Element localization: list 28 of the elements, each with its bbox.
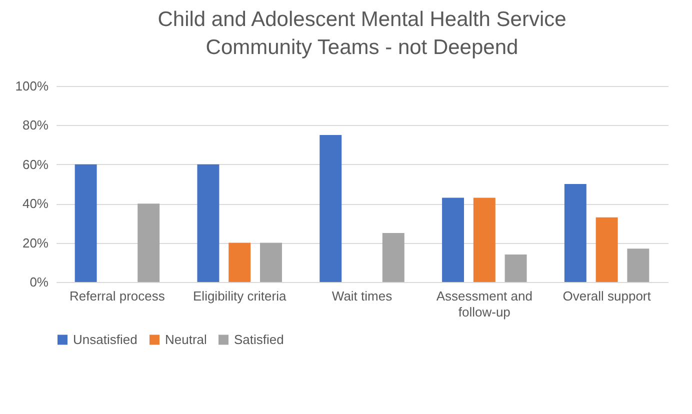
bar: [596, 217, 618, 282]
legend-label: Unsatisfied: [73, 332, 138, 347]
bar: [627, 248, 650, 282]
bar: [197, 164, 220, 282]
y-tick-label: 40%: [22, 196, 49, 212]
y-tick-label: 20%: [22, 235, 49, 250]
y-tick-label: 100%: [15, 78, 49, 94]
bar: [74, 164, 97, 282]
legend-label: Neutral: [165, 332, 208, 347]
x-tick-label: Assessment and follow-up: [436, 288, 532, 320]
bar: [564, 184, 586, 282]
legend-label: Satisfied: [234, 332, 284, 347]
bar: [320, 135, 342, 282]
chart-title: Child and Adolescent Mental Health Service Community Teams - not Deepend: [158, 8, 566, 59]
x-tick-label: Eligibility criteria: [193, 288, 287, 304]
x-tick-label: Referral process: [70, 288, 166, 304]
y-tick-label: 0%: [30, 274, 49, 290]
bar: [473, 198, 496, 282]
bar: [442, 198, 464, 282]
y-tick-label: 80%: [22, 118, 49, 133]
bar: [138, 204, 160, 282]
bar: [228, 242, 251, 282]
x-tick-label: Wait times: [332, 288, 393, 304]
bar: [260, 242, 282, 282]
bar: [504, 254, 527, 282]
x-tick-label: Overall support: [562, 288, 652, 304]
bar: [382, 233, 404, 282]
y-tick-label: 60%: [22, 156, 49, 172]
